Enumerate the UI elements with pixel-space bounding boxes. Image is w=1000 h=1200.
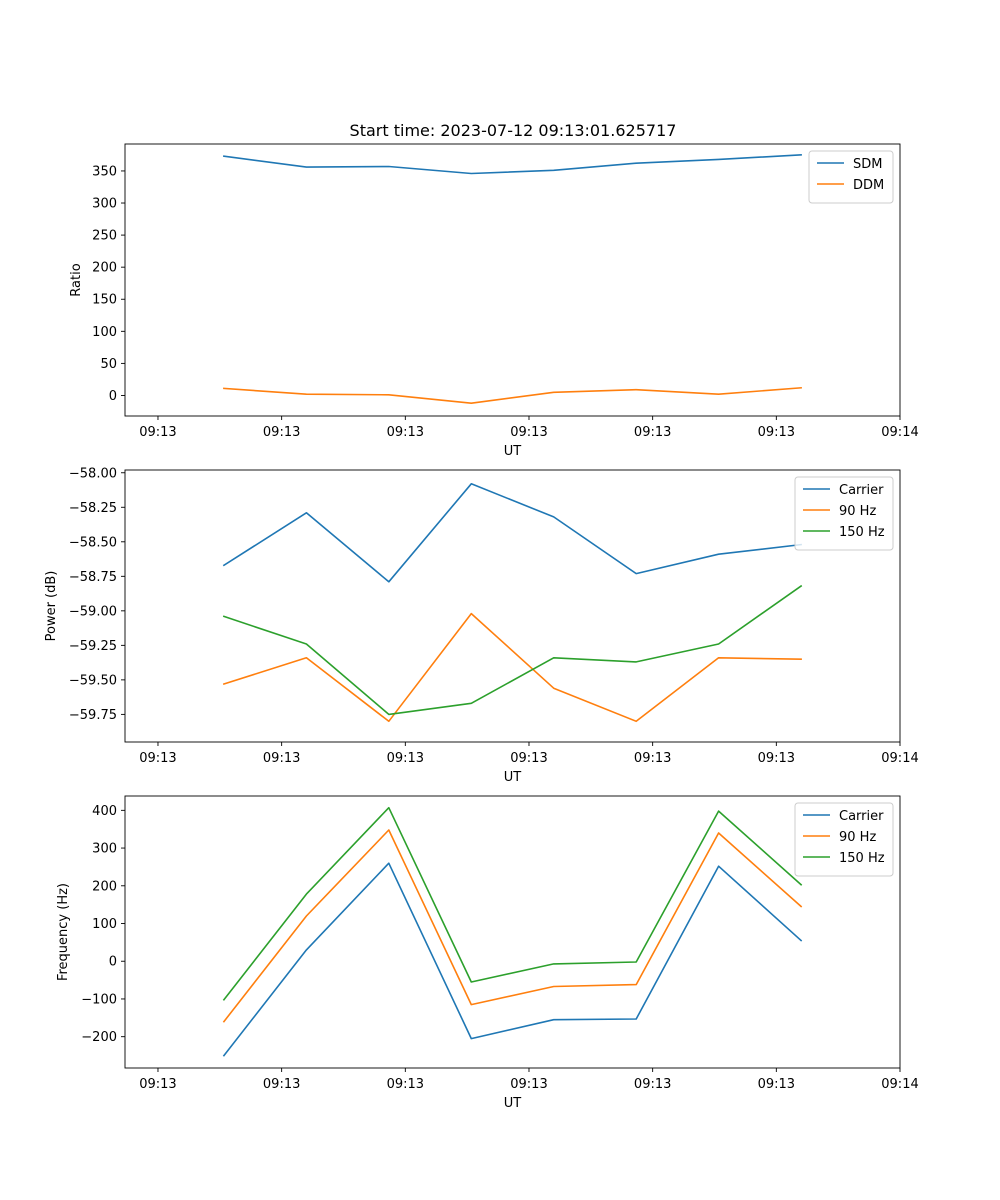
series-line-ddm: [223, 386, 802, 405]
y-tick-label: −59.75: [69, 708, 117, 723]
x-tick-label: 09:13: [758, 1077, 795, 1092]
y-tick-label: −58.25: [69, 501, 117, 516]
x-tick-label: 09:13: [510, 425, 547, 440]
y-tick-label: −58.50: [69, 535, 117, 550]
legend-label: 90 Hz: [839, 830, 876, 845]
y-axis-label: Ratio: [69, 263, 84, 296]
legend-label: Carrier: [839, 809, 884, 824]
x-tick-label: 09:13: [387, 1077, 424, 1092]
x-axis-label: UT: [504, 770, 522, 785]
x-tick-label: 09:13: [387, 425, 424, 440]
axes-frame: [124, 795, 901, 1069]
y-tick-label: 300: [92, 197, 117, 212]
x-axis-label: UT: [504, 444, 522, 459]
charts-container: 09:13 09:13 09:13 09:13 09:13 09:13 09:14 0 50 10…: [44, 143, 919, 1111]
figure-title: Start time: 2023-07-12 09:13:01.625717: [350, 121, 677, 140]
legend: Carrier 90 Hz 150 Hz: [794, 802, 894, 877]
legend-box: [808, 150, 894, 204]
x-tick-label: 09:14: [881, 1077, 918, 1092]
series-line-carrier: [222, 862, 803, 1057]
axes-frame: [124, 143, 901, 417]
legend-label: 90 Hz: [839, 504, 876, 519]
y-tick-label: −58.00: [69, 466, 117, 481]
y-tick-label: 50: [100, 357, 117, 372]
legend-label: 150 Hz: [839, 851, 885, 866]
y-tick-label: 200: [92, 879, 117, 894]
y-tick-label: 0: [109, 955, 117, 970]
series-line-sdm: [223, 154, 802, 175]
series-line-150-hz: [222, 806, 803, 1001]
y-tick-label: 150: [92, 293, 117, 308]
y-tick-label: −59.00: [69, 604, 117, 619]
x-tick-label: 09:13: [387, 751, 424, 766]
x-tick-label: 09:13: [139, 751, 176, 766]
series-line-90-hz: [222, 612, 802, 723]
axes-frame: [124, 469, 901, 743]
y-tick-label: 100: [92, 325, 117, 340]
y-tick-label: 250: [92, 229, 117, 244]
x-tick-label: 09:13: [263, 751, 300, 766]
legend: SDM DDM: [808, 150, 894, 204]
x-tick-label: 09:13: [510, 1077, 547, 1092]
y-axis-label: Frequency (Hz): [56, 883, 71, 981]
x-tick-label: 09:14: [881, 751, 918, 766]
x-tick-label: 09:13: [263, 1077, 300, 1092]
y-tick-label: −59.50: [69, 673, 117, 688]
y-tick-label: 300: [92, 842, 117, 857]
series-line-150-hz: [222, 584, 803, 716]
x-tick-label: 09:13: [139, 1077, 176, 1092]
y-tick-label: 350: [92, 164, 117, 179]
chart-2: 09:13 09:13 09:13 09:13 09:13 09:13 09:14 −59.7…: [44, 466, 919, 785]
x-tick-label: 09:13: [758, 751, 795, 766]
x-tick-label: 09:13: [139, 425, 176, 440]
legend-label: SDM: [853, 157, 882, 172]
x-tick-label: 09:14: [881, 425, 918, 440]
legend-label: 150 Hz: [839, 525, 885, 540]
y-tick-label: 100: [92, 917, 117, 932]
chart-3: 09:13 09:13 09:13 09:13 09:13 09:13 09:14 −200 −…: [56, 795, 919, 1111]
legend-label: Carrier: [839, 483, 884, 498]
series-line-90-hz: [222, 829, 803, 1023]
y-tick-label: 0: [109, 389, 117, 404]
x-tick-label: 09:13: [634, 1077, 671, 1092]
series-line-carrier: [222, 482, 802, 583]
y-tick-label: 400: [92, 804, 117, 819]
y-tick-label: −59.25: [69, 639, 117, 654]
legend: Carrier 90 Hz 150 Hz: [794, 476, 894, 551]
x-tick-label: 09:13: [634, 425, 671, 440]
y-tick-label: 200: [92, 261, 117, 276]
x-tick-label: 09:13: [263, 425, 300, 440]
x-tick-label: 09:13: [510, 751, 547, 766]
y-tick-label: −200: [81, 1030, 117, 1045]
y-tick-label: −100: [81, 992, 117, 1007]
legend-label: DDM: [853, 178, 884, 193]
x-tick-label: 09:13: [634, 751, 671, 766]
y-axis-label: Power (dB): [44, 571, 59, 642]
x-tick-label: 09:13: [758, 425, 795, 440]
x-axis-label: UT: [504, 1096, 522, 1111]
y-tick-label: −58.75: [69, 570, 117, 585]
chart-1: 09:13 09:13 09:13 09:13 09:13 09:13 09:14 0 50 10…: [69, 143, 919, 459]
